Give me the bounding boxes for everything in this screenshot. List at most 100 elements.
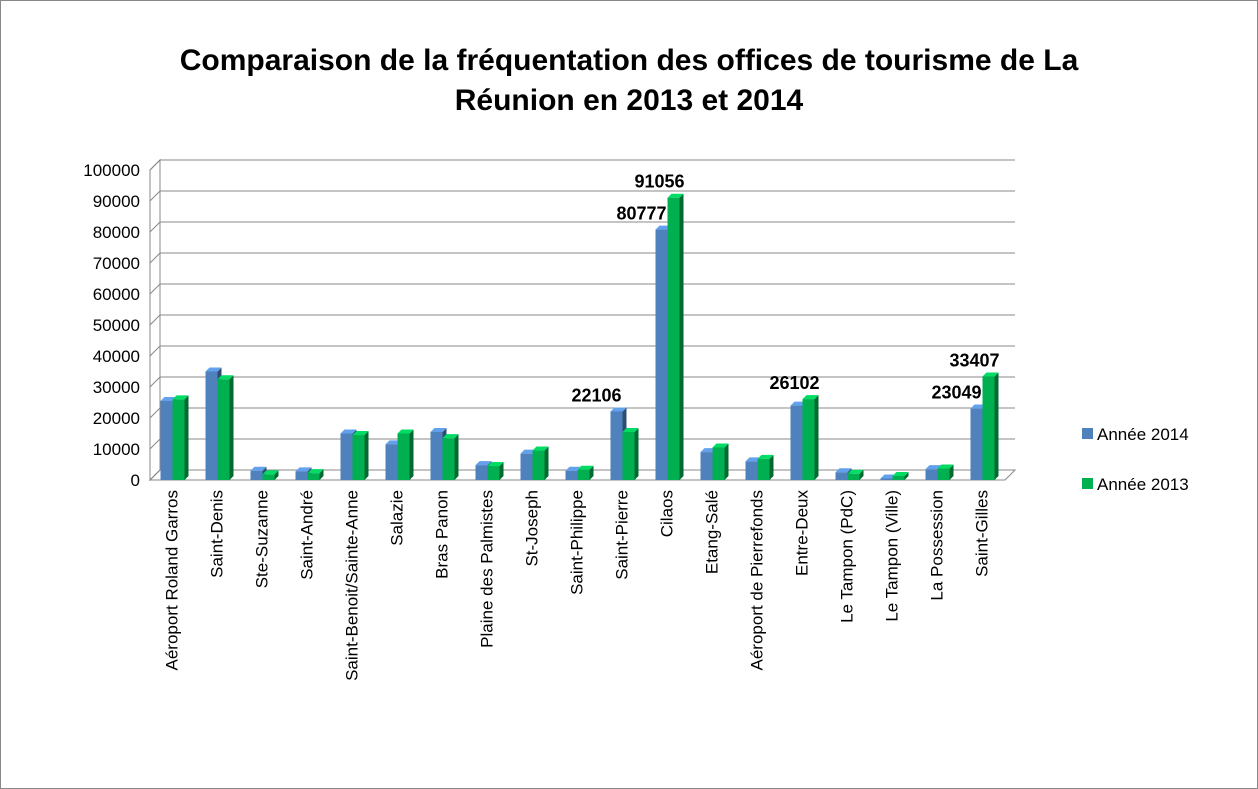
- x-tick-label: Aéroport Roland Garros: [163, 490, 182, 670]
- bar-side: [274, 470, 279, 480]
- data-label: 22106: [571, 385, 621, 405]
- bar-top: [430, 427, 447, 432]
- bar-side: [319, 469, 324, 480]
- bar-front: [835, 472, 848, 480]
- x-tick-label: Saint-Gilles: [973, 490, 992, 577]
- bar-top: [250, 466, 267, 471]
- bar-front: [475, 465, 488, 480]
- bar-front: [577, 469, 590, 480]
- x-tick-label: Saint-Philippe: [568, 490, 587, 595]
- bar-front: [892, 475, 905, 480]
- bar-side: [454, 434, 459, 480]
- grid-line: [149, 314, 161, 326]
- grid-line: [149, 252, 161, 264]
- data-label: 91056: [634, 172, 684, 192]
- bar-top: [442, 434, 459, 439]
- bar-front: [160, 400, 173, 480]
- bar-side: [589, 465, 594, 480]
- bar-top: [982, 372, 999, 377]
- bar: [937, 464, 954, 480]
- bar-front: [217, 379, 230, 480]
- bar-top: [172, 395, 189, 400]
- bar-front: [172, 399, 185, 480]
- y-tick-label: 80000: [93, 223, 140, 242]
- legend-label: Année 2014: [1097, 425, 1189, 444]
- x-tick-label: Saint-Benoit/Sainte-Anne: [343, 490, 362, 681]
- bar: [802, 395, 819, 480]
- bar-side: [994, 372, 999, 480]
- bar-front: [205, 371, 218, 480]
- bar-side: [499, 462, 504, 480]
- bar: [622, 427, 639, 480]
- bar: [487, 462, 504, 480]
- legend-swatch: [1082, 428, 1093, 439]
- x-tick-label: Ste-Suzanne: [253, 490, 272, 588]
- bar-front: [520, 453, 533, 480]
- bar-front: [970, 408, 983, 480]
- bar-front: [982, 376, 995, 480]
- x-tick-label: Bras Panon: [433, 490, 452, 579]
- bar-front: [925, 469, 938, 480]
- bar-side: [229, 375, 234, 480]
- y-tick-label: 50000: [93, 316, 140, 335]
- x-tick-label: Aéroport de Pierrefonds: [748, 490, 767, 671]
- bar-side: [724, 443, 729, 480]
- bar: [667, 193, 684, 481]
- bar-front: [937, 468, 950, 480]
- bar-top: [937, 464, 954, 469]
- bar-front: [397, 433, 410, 480]
- bar-front: [790, 405, 803, 480]
- bar-front: [610, 411, 623, 480]
- x-tick-label: Le Tampon (PdC): [838, 490, 857, 623]
- bar: [352, 431, 369, 480]
- bar-front: [250, 470, 263, 480]
- bar-top: [352, 431, 369, 436]
- bar-top: [847, 469, 864, 474]
- x-tick-label: St-Joseph: [523, 490, 542, 567]
- grid-line: [149, 283, 161, 295]
- bar-top: [757, 454, 774, 459]
- y-tick-label: 60000: [93, 285, 140, 304]
- x-tick-label: Saint-André: [298, 490, 317, 580]
- grid-line: [149, 469, 161, 481]
- grid-line: [149, 407, 161, 419]
- bar-front: [667, 197, 680, 481]
- x-tick-label: Cilaos: [658, 490, 677, 537]
- bar-top: [712, 443, 729, 448]
- bar-top: [892, 471, 909, 476]
- bar-front: [802, 399, 815, 480]
- y-tick-label: 40000: [93, 347, 140, 366]
- data-label: 33407: [949, 350, 999, 370]
- legend-label: Année 2013: [1097, 475, 1189, 494]
- bar-front: [745, 461, 758, 480]
- bar-top: [397, 429, 414, 434]
- bar-front: [262, 474, 275, 480]
- bar-top: [487, 462, 504, 467]
- bar-front: [430, 431, 443, 480]
- bar-top: [205, 367, 222, 372]
- bar-top: [622, 427, 639, 432]
- bar: [577, 465, 594, 480]
- data-label: 23049: [931, 383, 981, 403]
- bar-top: [217, 375, 234, 380]
- bar-side: [769, 454, 774, 480]
- bar: [172, 395, 189, 480]
- legend-swatch: [1082, 478, 1093, 489]
- bar-side: [409, 429, 414, 480]
- x-tick-label: Le Tampon (Ville): [883, 490, 902, 622]
- bar: [892, 471, 909, 480]
- bar: [712, 443, 729, 480]
- bar-side: [904, 471, 909, 480]
- bar-top: [307, 469, 324, 474]
- bar: [217, 375, 234, 480]
- bar-top: [475, 461, 492, 466]
- bar-side: [634, 427, 639, 480]
- y-tick-label: 0: [131, 471, 140, 490]
- grid-line: [149, 376, 161, 388]
- x-tick-label: Plaine des Palmistes: [478, 490, 497, 648]
- bar-front: [847, 473, 860, 480]
- bar-top: [577, 465, 594, 470]
- bar-top: [532, 446, 549, 451]
- bar: [982, 372, 999, 480]
